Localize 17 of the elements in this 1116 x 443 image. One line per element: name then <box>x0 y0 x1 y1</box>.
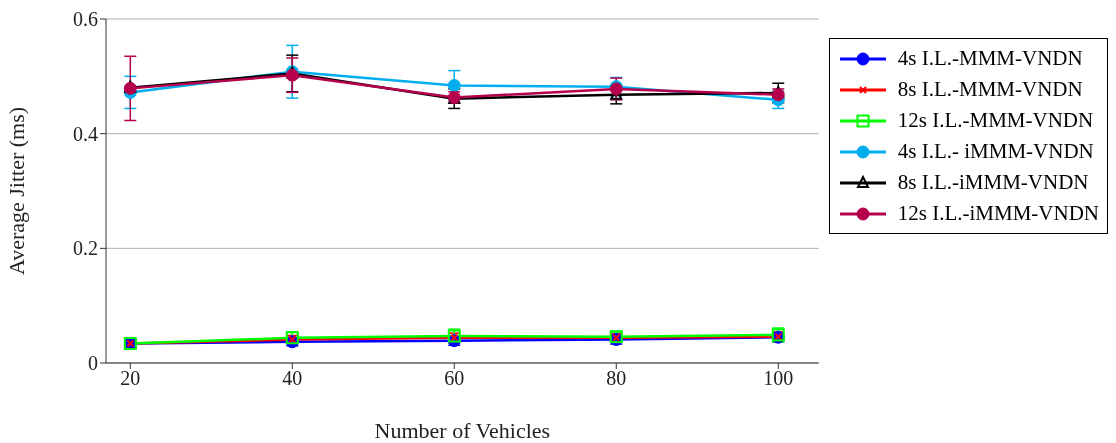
x-tick-label: 20 <box>120 367 141 390</box>
legend-label: 8s I.L.-MMM-VNDN <box>897 77 1083 102</box>
legend-label: 12s I.L.-MMM-VNDN <box>897 108 1094 133</box>
legend-label: 12s I.L.-iMMM-VNDN <box>897 201 1099 226</box>
x-axis-title: Number of Vehicles <box>374 418 551 443</box>
y-tick-label: 0.4 <box>73 122 98 145</box>
x-tick-label: 80 <box>606 367 627 390</box>
x-tick-label: 60 <box>444 367 465 390</box>
y-tick-label: 0.2 <box>73 237 98 260</box>
x-tick-label: 100 <box>763 367 794 390</box>
legend-label: 8s I.L.-iMMM-VNDN <box>897 170 1089 195</box>
legend-label: 4s I.L.- iMMM-VNDN <box>897 139 1094 164</box>
x-tick-label: 40 <box>282 367 303 390</box>
y-tick-label: 0 <box>88 352 98 375</box>
y-axis-title: Average Jitter (ms) <box>3 106 29 276</box>
y-tick-label: 0.6 <box>73 8 98 31</box>
legend-label: 4s I.L.-MMM-VNDN <box>897 46 1083 71</box>
